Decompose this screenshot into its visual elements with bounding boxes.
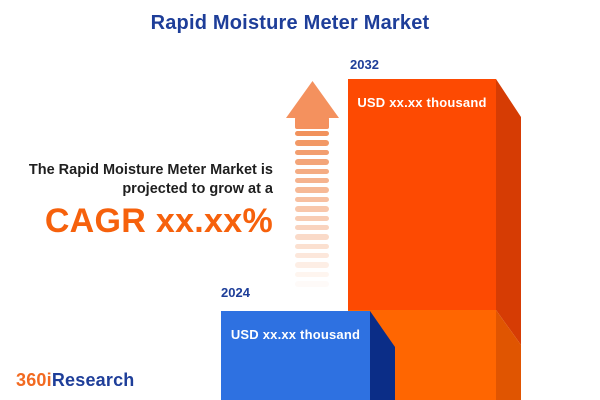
growth-arrow-dashes: [295, 131, 329, 287]
cagr-value: CAGR xx.xx%: [44, 202, 273, 240]
logo-360iresearch: 360iResearch: [16, 370, 135, 391]
logo-prefix: 360i: [16, 370, 52, 390]
logo-suffix: Research: [51, 370, 135, 390]
bar-2032-side: [496, 79, 521, 400]
bar-label-2032: 2032: [350, 57, 379, 72]
bar-2024-value: USD xx.xx thousand: [230, 327, 361, 342]
growth-arrow-neck: [295, 117, 329, 129]
growth-arrow-icon: [286, 81, 339, 118]
description-line-2: projected to grow at a: [122, 181, 273, 197]
description-block: The Rapid Moisture Meter Market is proje…: [0, 161, 273, 241]
bar-2024: USD xx.xx thousand: [221, 311, 370, 400]
page-title: Rapid Moisture Meter Market: [150, 12, 430, 34]
bar-2032-value: USD xx.xx thousand: [357, 95, 487, 110]
bar-label-2024: 2024: [221, 285, 250, 300]
bar-2032-side-upper: [496, 79, 521, 345]
description-line-1: The Rapid Moisture Meter Market is: [28, 162, 273, 178]
